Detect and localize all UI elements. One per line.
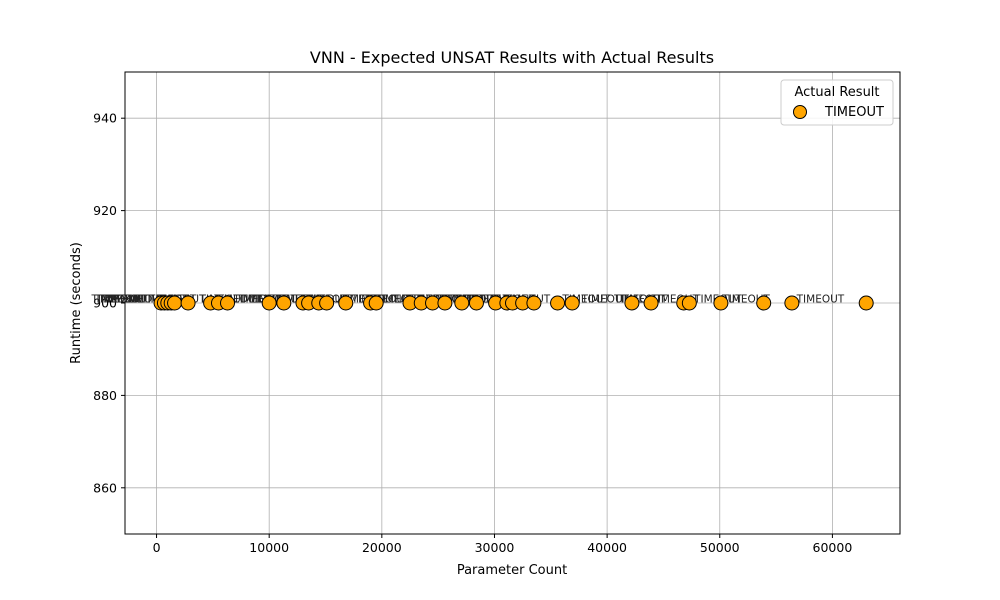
- data-point: [526, 295, 542, 311]
- data-point: [338, 295, 354, 311]
- legend-box: [780, 79, 894, 126]
- x-tick-label: 60000: [813, 540, 853, 555]
- x-tick-label: 40000: [587, 540, 627, 555]
- data-point: [437, 295, 453, 311]
- y-tick-label: 880: [93, 388, 117, 403]
- x-tick-label: 10000: [249, 540, 289, 555]
- data-point: [220, 295, 236, 311]
- data-point: [468, 295, 484, 311]
- point-label: TIMEOUT: [101, 294, 150, 306]
- axis-ticks: 0 10000 20000 30000 40000 50000 60000 860 880 900…: [93, 111, 852, 555]
- point-label: TIMEOUT: [97, 294, 146, 306]
- data-point: [180, 295, 196, 311]
- y-axis-title: Runtime (seconds): [69, 242, 84, 364]
- data-point: [643, 295, 659, 311]
- x-tick-label: 20000: [362, 540, 402, 555]
- data-point: [756, 295, 772, 311]
- y-tick-label: 900: [93, 296, 117, 311]
- y-tick-label: 860: [93, 480, 117, 495]
- point-label: TIMEOUT: [104, 294, 153, 306]
- point-label: TIMEOUT: [90, 294, 139, 306]
- data-point: [276, 295, 292, 311]
- chart-title: VNN - Expected UNSAT Results with Actual…: [310, 48, 714, 67]
- data-point: [368, 295, 384, 311]
- data-point: [624, 295, 640, 311]
- legend: Actual Result TIMEOUT: [780, 79, 894, 126]
- data-point: [261, 295, 277, 311]
- data-points: [153, 295, 874, 311]
- x-tick-label: 50000: [700, 540, 740, 555]
- point-label: TIMEOUT: [580, 294, 629, 306]
- point-label: TIMEOUT: [796, 294, 845, 306]
- x-tick-label: 30000: [475, 540, 515, 555]
- point-label: TIMEOUT: [94, 294, 143, 306]
- data-point: [858, 295, 874, 311]
- data-point: [167, 295, 183, 311]
- legend-label-timeout: TIMEOUT: [824, 105, 884, 120]
- data-point: [319, 295, 335, 311]
- data-point: [713, 295, 729, 311]
- data-point: [784, 295, 800, 311]
- data-point: [681, 295, 697, 311]
- x-tick-label: 0: [153, 540, 161, 555]
- legend-title: Actual Result: [794, 85, 879, 100]
- data-point: [454, 295, 470, 311]
- y-tick-label: 940: [93, 111, 117, 126]
- data-point: [564, 295, 580, 311]
- legend-marker-timeout: [793, 105, 807, 119]
- x-axis-title: Parameter Count: [457, 563, 567, 578]
- data-point: [550, 295, 566, 311]
- y-tick-label: 920: [93, 203, 117, 218]
